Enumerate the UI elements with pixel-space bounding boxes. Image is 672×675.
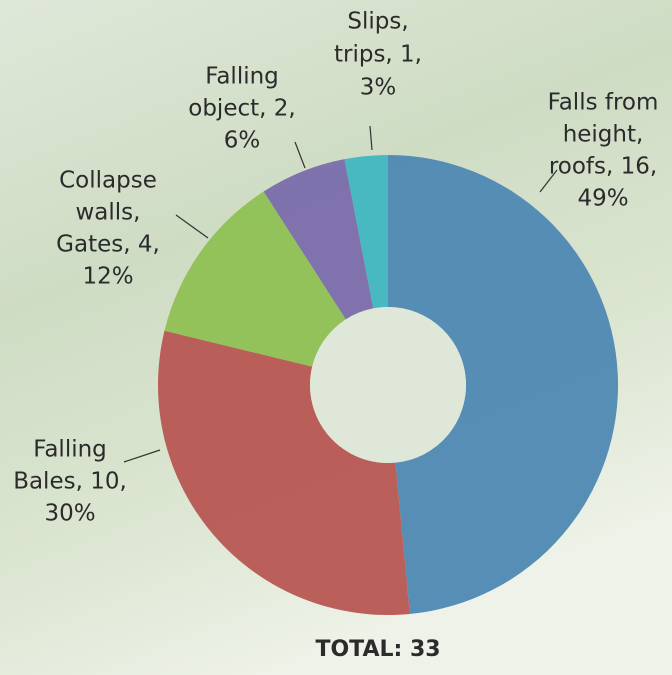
slice-label: trips, 1, [334,42,422,68]
slice [344,155,388,309]
slice-label: Falling [33,437,107,463]
slice [164,191,346,367]
leader-line [175,214,209,239]
slice-label: height, [563,122,644,148]
slice-label: Falling [205,64,279,90]
slice-label: roofs, 16, [549,154,657,180]
slice-label: Collapse [59,168,157,194]
leader-line [123,449,161,463]
donut-hole [310,307,466,463]
leader-line [369,125,373,151]
slice-label: object, 2, [188,96,295,122]
leader-line [539,169,558,193]
total-label: TOTAL: 33 [315,637,440,662]
slice [158,330,410,615]
slice-label: 49% [577,186,628,212]
slice-label: Bales, 10, [13,469,127,495]
slice-label: 12% [82,264,133,290]
slice [263,159,374,320]
slice-label: 3% [360,75,397,101]
slice-label: 30% [44,501,95,527]
slice-label: Slips, [347,9,408,35]
slice-label: Falls from [548,90,659,116]
slice [388,155,618,614]
slice-label: Gates, 4, [56,232,160,258]
slice-label: 6% [224,128,261,154]
slice-label: walls, [76,200,141,226]
leader-line [294,141,306,169]
